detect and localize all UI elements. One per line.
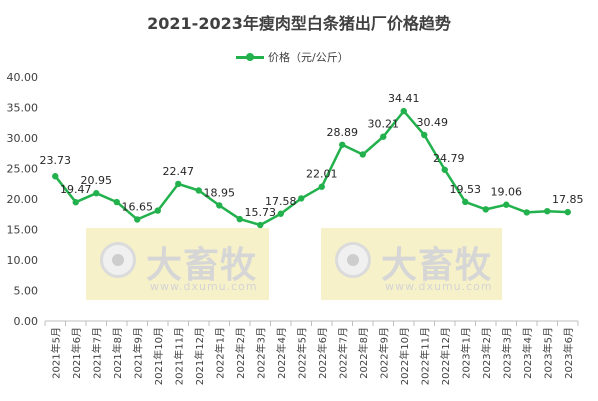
x-tick-label: 2023年3月 [500,327,513,379]
data-point [298,195,305,202]
data-point [52,173,59,180]
x-tick-label: 2021年6月 [70,327,83,379]
data-label: 15.73 [245,206,277,219]
x-tick-label: 2022年3月 [254,327,267,379]
x-tick-label: 2022年9月 [377,327,390,379]
watermark-logo-icon [335,242,371,278]
data-point [154,207,161,214]
data-label: 24.79 [433,152,465,165]
watermark-brand: 大畜牧 [146,245,258,286]
data-label: 22.01 [306,168,338,181]
x-tick-label: 2022年5月 [295,327,308,379]
data-point [482,206,489,213]
data-point [441,166,448,173]
legend-line-marker-icon [236,52,264,61]
x-tick-label: 2022年4月 [275,327,288,379]
data-point [400,107,407,115]
data-point [277,210,284,217]
data-label: 23.73 [40,154,72,167]
x-tick-label: 2022年2月 [234,327,247,379]
x-tick-label: 2022年11月 [418,327,431,385]
data-point [72,199,79,206]
data-label: 30.49 [417,116,449,129]
x-tick-label: 2021年10月 [152,327,165,385]
x-tick-label: 2023年6月 [562,327,575,379]
y-tick-label: 20.00 [7,193,39,206]
data-point [113,198,120,206]
data-label: 19.53 [450,183,482,196]
x-tick-label: 2023年4月 [521,327,534,379]
x-tick-label: 2021年9月 [131,327,144,379]
x-tick-label: 2023年1月 [459,327,472,379]
y-tick-label: 15.00 [7,224,39,237]
data-point [257,221,264,229]
data-label: 28.89 [327,126,359,139]
data-point [564,208,571,216]
data-label: 19.06 [491,186,523,199]
data-label: 30.21 [368,118,400,131]
y-tick-label: 35.00 [7,102,39,115]
legend: 价格（元/公斤） [236,49,349,65]
data-point [318,183,325,190]
x-tick-label: 2021年7月 [90,327,103,379]
data-label: 20.95 [81,174,113,187]
series-line [54,109,568,227]
x-tick-label: 2022年6月 [316,327,329,379]
watermark-right: 大畜牧 www.dxumu.com [321,228,502,300]
data-label: 16.65 [122,200,154,213]
y-tick-label: 25.00 [7,163,39,176]
data-point [236,215,243,223]
data-point [523,209,530,216]
data-point [195,187,202,194]
data-point [544,208,551,215]
x-tick-label: 2021年11月 [172,327,185,385]
data-point [93,190,100,197]
data-point [380,133,387,140]
x-tick-label: 2021年12月 [193,327,206,385]
x-tick-label: 2023年2月 [480,327,493,379]
data-point [503,201,510,208]
y-tick-label: 10.00 [7,254,39,267]
y-tick-label: 40.00 [7,71,39,84]
x-tick-label: 2021年8月 [111,327,124,379]
x-tick-label: 2022年7月 [336,327,349,379]
y-tick-label: 30.00 [7,132,39,145]
watermark-url: www.dxumu.com [385,280,493,293]
data-point [339,141,346,148]
y-tick-label: 0.00 [14,315,39,328]
x-tick-label: 2022年1月 [213,327,226,379]
watermark-logo-icon [100,242,136,278]
data-label: 18.95 [204,186,236,199]
data-label: 22.47 [163,165,195,178]
data-point [462,198,469,206]
x-tick-label: 2022年10月 [398,327,411,385]
data-label: 19.47 [60,183,92,196]
watermark-left: 大畜牧 www.dxumu.com [86,228,269,300]
y-tick-label: 5.00 [14,285,39,298]
data-point [359,151,366,158]
x-tick-label: 2022年12月 [439,327,452,385]
x-tick-label: 2022年8月 [357,327,370,379]
data-point [134,216,141,223]
data-label: 17.58 [265,195,297,208]
watermark-url: www.dxumu.com [150,280,258,293]
data-point [175,180,182,188]
data-point [421,131,428,139]
watermark-brand: 大畜牧 [381,245,493,286]
x-tick-label: 2023年5月 [541,327,554,379]
data-label: 34.41 [388,92,420,105]
x-tick-label: 2021年5月 [49,327,62,379]
legend-label: 价格（元/公斤） [268,51,349,64]
data-label: 17.85 [552,193,584,206]
data-point [216,202,223,209]
chart-title: 2021-2023年瘦肉型白条猪出厂价格趋势 [147,14,451,33]
